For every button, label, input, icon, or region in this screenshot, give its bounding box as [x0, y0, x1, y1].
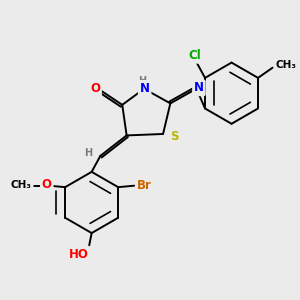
Text: N: N	[194, 81, 204, 94]
Text: S: S	[170, 130, 178, 143]
Text: H: H	[139, 76, 147, 85]
Text: H: H	[84, 148, 92, 158]
Text: CH₃: CH₃	[11, 180, 32, 190]
Text: O: O	[90, 82, 100, 95]
Text: Cl: Cl	[188, 49, 201, 62]
Text: O: O	[42, 178, 52, 191]
Text: CH₃: CH₃	[275, 60, 296, 70]
Text: N: N	[140, 82, 150, 95]
Text: HO: HO	[69, 248, 88, 260]
Text: Br: Br	[137, 178, 152, 192]
